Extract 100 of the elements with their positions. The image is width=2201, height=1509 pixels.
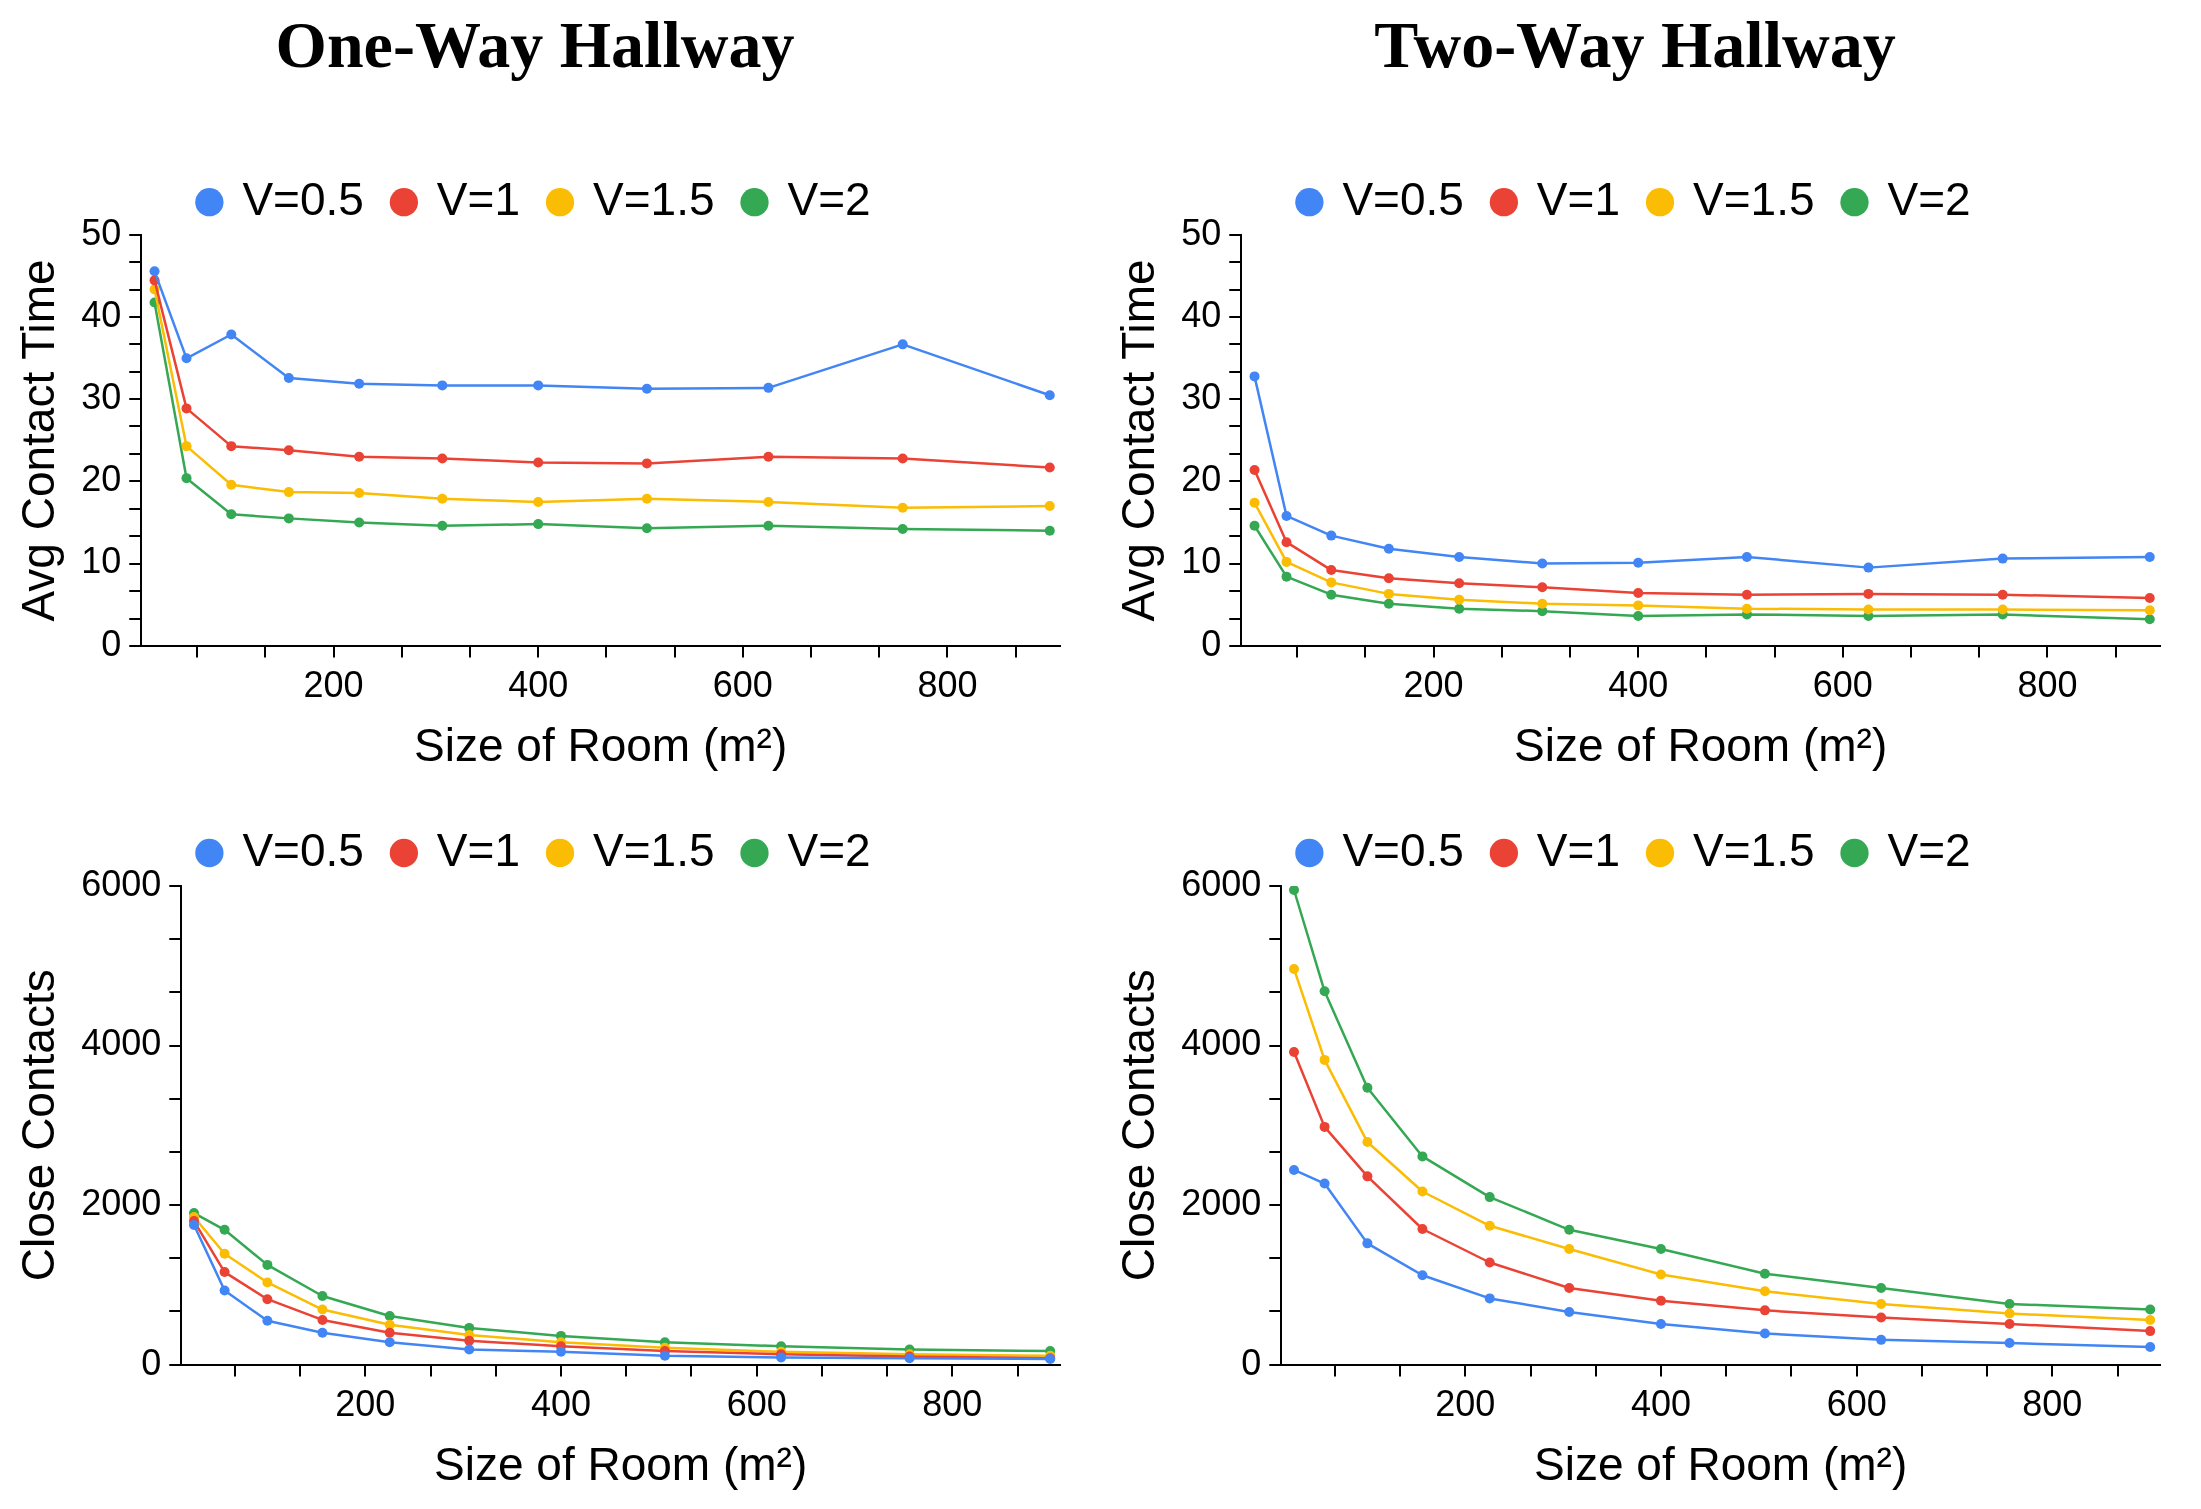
- point: [1249, 497, 1260, 508]
- point: [2144, 605, 2155, 616]
- y-tick-label: 50: [81, 212, 122, 254]
- legend-label: V=1.5: [1693, 823, 1815, 876]
- point: [354, 487, 365, 498]
- point: [226, 509, 237, 520]
- point: [1289, 1164, 1300, 1175]
- point: [1383, 598, 1394, 609]
- point: [641, 458, 652, 469]
- point: [181, 441, 192, 452]
- point: [1249, 371, 1260, 382]
- y-tick-label: 0: [1241, 1341, 1262, 1383]
- x-tick-label: 800: [922, 1383, 983, 1425]
- point: [1383, 543, 1394, 554]
- legend-label: V=1: [436, 172, 521, 225]
- legend-label: V=1: [1536, 172, 1621, 225]
- x-axis-title: Size of Room (m²): [434, 1438, 808, 1491]
- y-tick-label: 30: [1181, 376, 1222, 418]
- point: [1044, 501, 1055, 512]
- point: [1454, 551, 1465, 562]
- point: [354, 451, 365, 462]
- y-tick-label: 30: [81, 376, 122, 418]
- point: [897, 524, 908, 535]
- point: [2004, 1318, 2015, 1329]
- legend-label: V=0.5: [242, 823, 364, 876]
- point: [763, 451, 774, 462]
- point: [763, 520, 774, 531]
- point: [1281, 571, 1292, 582]
- point: [533, 519, 544, 530]
- x-axis-title: Size of Room (m²): [1534, 1438, 1908, 1491]
- point: [226, 329, 237, 340]
- point: [283, 513, 294, 524]
- legend-label: V=1: [1536, 823, 1621, 876]
- point: [317, 1327, 328, 1338]
- point: [262, 1294, 273, 1305]
- legend-label: V=1.5: [593, 172, 715, 225]
- point: [384, 1327, 395, 1338]
- y-tick-label: 6000: [81, 862, 162, 904]
- y-tick-label: 40: [1181, 294, 1222, 336]
- x-tick-label: 800: [917, 664, 978, 706]
- point: [1655, 1243, 1666, 1254]
- point: [555, 1346, 566, 1357]
- y-tick-label: 2000: [1181, 1181, 1262, 1223]
- point: [219, 1224, 230, 1235]
- point: [384, 1337, 395, 1348]
- point: [1417, 1224, 1428, 1234]
- point: [1741, 551, 1752, 562]
- point: [2004, 1338, 2015, 1349]
- point: [1454, 603, 1465, 614]
- point: [1362, 1171, 1373, 1182]
- point: [283, 445, 294, 456]
- x-tick-label: 200: [1435, 1383, 1496, 1425]
- y-tick-label: 4000: [81, 1022, 162, 1064]
- x-tick-label: 400: [1608, 664, 1669, 706]
- point: [2144, 551, 2155, 562]
- point: [1281, 537, 1292, 548]
- point: [2145, 1314, 2156, 1325]
- point: [317, 1304, 328, 1315]
- point: [1997, 604, 2008, 615]
- point: [437, 380, 448, 391]
- legend-label: V=0.5: [1342, 172, 1464, 225]
- legend-label: V=2: [787, 172, 871, 225]
- point: [533, 457, 544, 468]
- point: [1655, 1269, 1666, 1280]
- point: [1876, 1334, 1887, 1345]
- point: [1281, 556, 1292, 567]
- point: [317, 1314, 328, 1325]
- point: [317, 1291, 328, 1301]
- point: [437, 520, 448, 531]
- point: [262, 1315, 273, 1326]
- point: [897, 502, 908, 513]
- x-tick-label: 800: [2022, 1383, 2083, 1425]
- point: [1564, 1283, 1575, 1294]
- point: [1326, 577, 1337, 588]
- y-axis-title: Close Contacts: [1112, 969, 1165, 1282]
- y-tick-label: 20: [81, 458, 122, 500]
- point: [1319, 1121, 1330, 1132]
- legend-label: V=0.5: [1342, 823, 1464, 876]
- point: [1633, 557, 1644, 568]
- point: [641, 523, 652, 534]
- point: [464, 1344, 475, 1355]
- point: [1997, 553, 2008, 564]
- point: [1362, 1238, 1373, 1249]
- point: [1289, 886, 1300, 895]
- y-tick-label: 0: [141, 1341, 162, 1383]
- x-tick-label: 200: [335, 1383, 396, 1425]
- point: [1484, 1257, 1495, 1268]
- y-tick-label: 6000: [1181, 862, 1262, 904]
- x-tick-label: 600: [1826, 1383, 1887, 1425]
- point: [533, 496, 544, 507]
- point: [1876, 1283, 1887, 1294]
- point: [226, 441, 237, 452]
- point: [219, 1248, 230, 1259]
- x-tick-label: 600: [726, 1383, 787, 1425]
- point: [1319, 986, 1330, 997]
- point: [437, 493, 448, 504]
- point: [181, 473, 192, 484]
- x-axis-title: Size of Room (m²): [414, 719, 788, 772]
- point: [1633, 611, 1644, 622]
- y-tick-label: 50: [1181, 212, 1222, 254]
